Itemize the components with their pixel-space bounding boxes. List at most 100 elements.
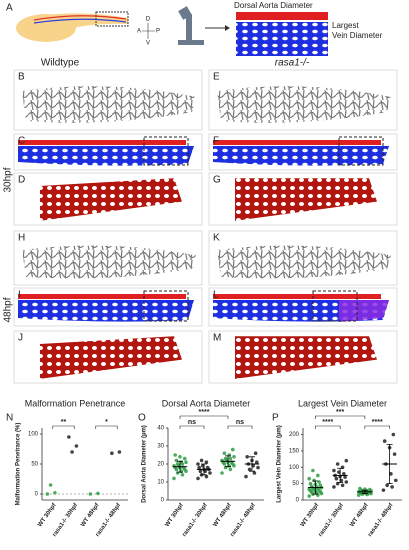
row-title: 30hpf [3,167,14,192]
data-point [197,465,201,470]
data-point [307,476,311,481]
significance-bracket [315,425,341,429]
panel-letter: P [272,413,279,424]
data-point [220,471,224,475]
vein-3d-image [40,336,182,379]
vein-image [213,146,389,166]
panel-letter: F [213,136,219,147]
data-point [196,476,200,481]
vessel-image [22,245,196,279]
zoom-box [312,290,358,322]
data-point [172,476,176,481]
panel-letter: N [6,413,13,424]
data-point [208,471,212,475]
data-point [391,432,396,437]
vein-image [18,300,194,322]
panel-letter: E [213,72,220,83]
y-tick-label: 20 [157,462,164,468]
y-axis-label: Dorsal Aorta Diameter (µm) [142,425,148,503]
chart: O Dorsal Aorta Diameter Dorsal Aorta Diame… [138,398,264,538]
x-tick-label: WT 30hpf [37,502,58,528]
data-point [392,452,397,456]
significance-bracket [179,425,205,429]
x-tick-label: rasa1-/- 48hpf [230,502,258,538]
data-point [70,450,74,454]
y-tick-label: 100 [289,465,300,471]
data-point [382,439,387,443]
compass-label: V [146,41,150,47]
y-tick-label: 200 [289,432,300,438]
significance-label: *** [336,409,344,416]
embryo-vein [33,18,127,24]
y-axis-label: Malformation Penetrance (%) [16,423,22,506]
data-point [180,473,185,477]
vein-image [18,146,194,166]
data-point [117,450,122,454]
annotation: Dorsal Aorta Diameter [234,1,313,10]
data-point [53,491,57,495]
panel-letter: O [138,413,146,424]
vessel-image [217,245,391,279]
vein-3d-image [40,178,182,221]
data-point [173,453,177,457]
x-tick-label: WT 30hpf [300,502,321,528]
significance-bracket [179,415,229,419]
data-point [381,488,386,492]
zoom-box [338,136,384,166]
microscope [178,6,204,45]
y-tick-label: 0 [35,492,39,498]
x-tick-label: WT 30hpf [165,502,186,528]
x-tick-label: rasa1-/- 48hpf [367,502,395,538]
data-point [307,487,311,492]
error-bar [225,455,231,468]
data-point [205,465,210,470]
embryo-artery [33,15,127,21]
embryo-tail [40,13,128,36]
compass [142,23,155,39]
chart: P Largest Vein Diameter Largest Vein Diame… [272,398,402,538]
significance-label: ns [188,419,196,426]
data-point [390,485,394,489]
significance-bracket [364,425,390,429]
data-point [394,478,398,483]
data-point [175,462,180,466]
significance-label: ns [236,419,244,426]
aorta-image [213,294,381,299]
significance-bracket [227,425,253,429]
data-point [253,451,258,456]
panel-letter: D [18,175,25,186]
data-point [96,491,100,496]
significance-label: **** [199,409,210,416]
data-point [232,455,236,459]
data-point [110,451,114,456]
vein-3d-image [235,178,377,221]
data-point [196,462,200,466]
data-point [342,472,346,476]
y-axis-label: Largest Vein Diameter (µm) [277,425,283,502]
data-point [199,458,204,463]
panel-a: A D A P V Dorsal Aorta Diameter Largest … [3,1,383,322]
data-point [74,444,79,448]
significance-bracket [315,415,366,419]
row-title: 48hpf [3,297,14,322]
data-point [358,486,362,491]
panel-letter: B [18,72,25,83]
compass-label: P [156,29,160,35]
panel-letter: K [213,233,220,244]
data-point [48,483,53,487]
error-bar [361,489,368,494]
data-point [385,483,389,488]
significance-bracket [95,425,118,429]
data-point [307,494,311,498]
data-point [344,480,349,484]
data-point [88,492,93,496]
panel-letter: G [213,175,221,186]
chart-title: Dorsal Aorta Diameter [162,398,251,408]
y-tick-label: 0 [161,498,165,504]
aorta-image [213,140,381,145]
data-point [204,474,209,479]
x-tick-label: rasa1-/- 30hpf [318,502,346,538]
error-bar [177,460,183,473]
annotation: Vein Diameter [332,31,383,40]
